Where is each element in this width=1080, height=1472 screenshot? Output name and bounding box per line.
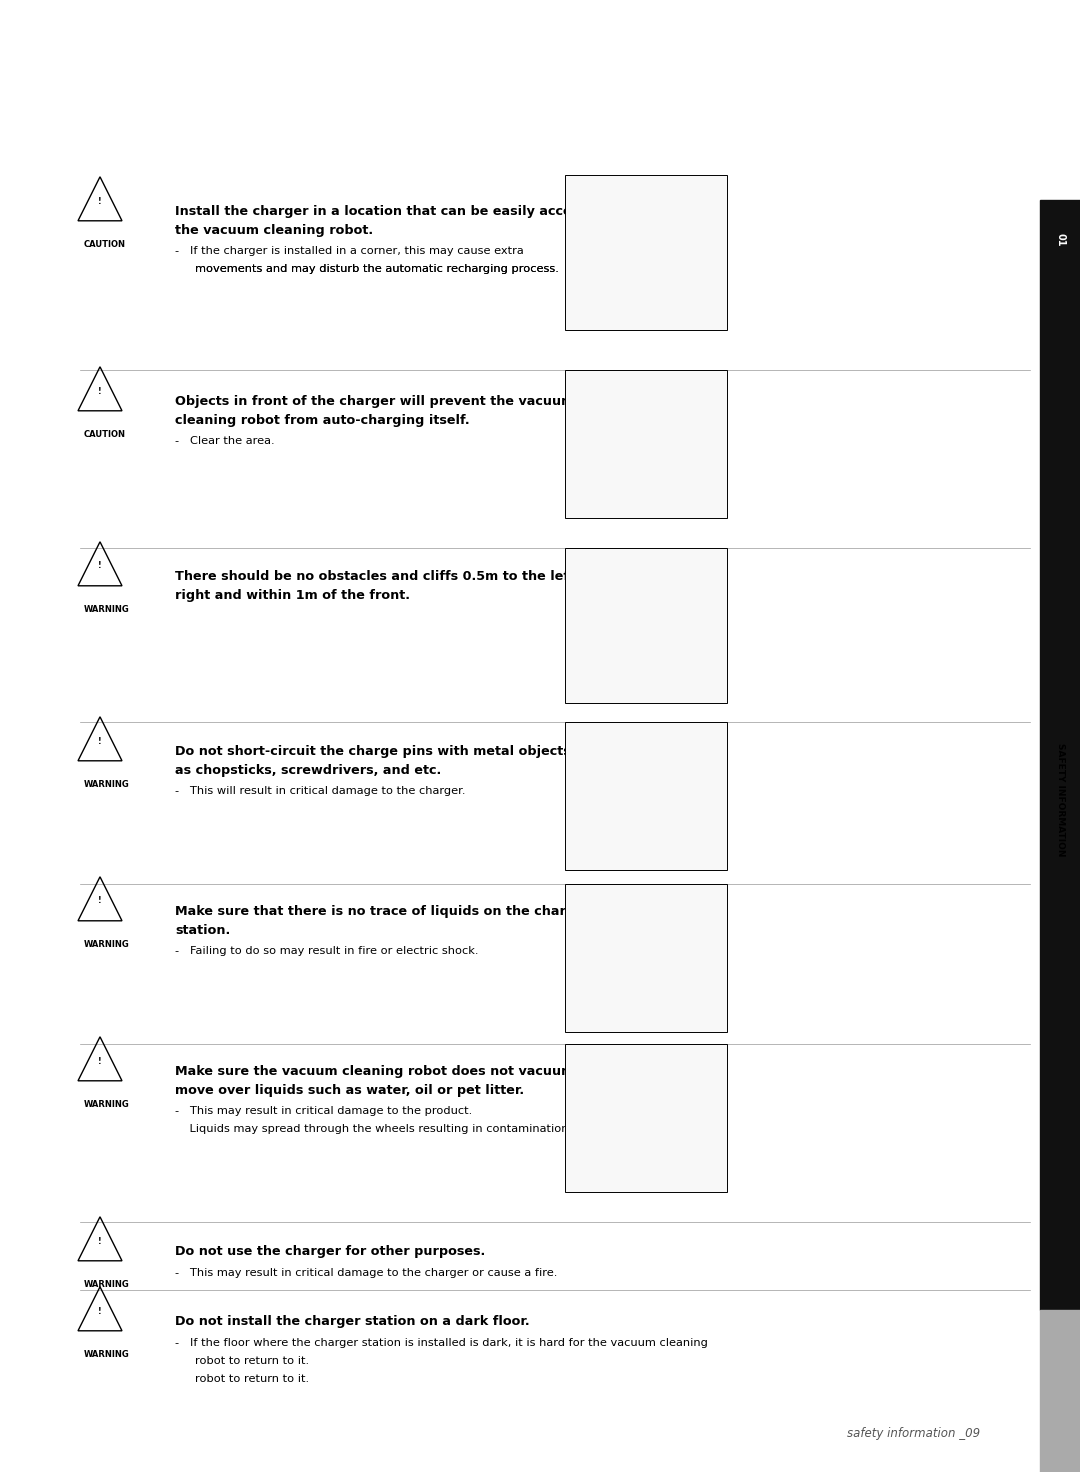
Text: robot to return to it.: robot to return to it. bbox=[195, 1356, 309, 1366]
Text: WARNING: WARNING bbox=[84, 1281, 130, 1289]
Text: cleaning robot from auto-charging itself.: cleaning robot from auto-charging itself… bbox=[175, 414, 470, 427]
Text: Do not short-circuit the charge pins with metal objects such: Do not short-circuit the charge pins wit… bbox=[175, 745, 608, 758]
Bar bbox=[565, 721, 727, 870]
Text: Make sure that there is no trace of liquids on the charger: Make sure that there is no trace of liqu… bbox=[175, 905, 590, 919]
Text: WARNING: WARNING bbox=[84, 941, 130, 949]
Text: Install the charger in a location that can be easily accessed by: Install the charger in a location that c… bbox=[175, 205, 626, 218]
Text: Do not install the charger station on a dark floor.: Do not install the charger station on a … bbox=[175, 1314, 529, 1328]
Text: SAFETY INFORMATION: SAFETY INFORMATION bbox=[1055, 743, 1065, 857]
Text: -   This may result in critical damage to the charger or cause a fire.: - This may result in critical damage to … bbox=[175, 1267, 557, 1278]
Text: WARNING: WARNING bbox=[84, 1350, 130, 1359]
Text: !: ! bbox=[98, 1236, 102, 1245]
Text: -   If the charger is installed in a corner, this may cause extra: - If the charger is installed in a corne… bbox=[175, 246, 524, 256]
Bar bbox=[1040, 200, 1080, 1310]
Text: Make sure the vacuum cleaning robot does not vacuum or: Make sure the vacuum cleaning robot does… bbox=[175, 1066, 594, 1078]
Text: Do not use the charger for other purposes.: Do not use the charger for other purpose… bbox=[175, 1245, 485, 1259]
Text: Objects in front of the charger will prevent the vacuum: Objects in front of the charger will pre… bbox=[175, 394, 575, 408]
Bar bbox=[565, 369, 727, 518]
Text: -   Failing to do so may result in fire or electric shock.: - Failing to do so may result in fire or… bbox=[175, 946, 478, 955]
Text: movements and may disturb the automatic recharging process.: movements and may disturb the automatic … bbox=[195, 263, 558, 274]
Text: !: ! bbox=[98, 896, 102, 905]
Text: -   This may result in critical damage to the product.: - This may result in critical damage to … bbox=[175, 1105, 472, 1116]
Text: There should be no obstacles and cliffs 0.5m to the left and: There should be no obstacles and cliffs … bbox=[175, 570, 607, 583]
Text: WARNING: WARNING bbox=[84, 1100, 130, 1108]
Text: 01: 01 bbox=[1055, 233, 1065, 247]
Text: right and within 1m of the front.: right and within 1m of the front. bbox=[175, 589, 410, 602]
Text: -   If the floor where the charger station is installed is dark, it is hard for : - If the floor where the charger station… bbox=[175, 1338, 707, 1348]
Bar bbox=[565, 548, 727, 704]
Text: robot to return to it.: robot to return to it. bbox=[195, 1373, 309, 1384]
Text: !: ! bbox=[98, 736, 102, 745]
Text: !: ! bbox=[98, 1307, 102, 1316]
Text: CAUTION: CAUTION bbox=[84, 240, 126, 249]
Bar bbox=[565, 175, 727, 330]
Text: station.: station. bbox=[175, 924, 230, 938]
Text: !: ! bbox=[98, 1057, 102, 1066]
Text: the vacuum cleaning robot.: the vacuum cleaning robot. bbox=[175, 224, 373, 237]
Text: -   Clear the area.: - Clear the area. bbox=[175, 436, 274, 446]
Text: WARNING: WARNING bbox=[84, 605, 130, 614]
Text: !: ! bbox=[98, 561, 102, 571]
Bar bbox=[565, 885, 727, 1032]
Bar bbox=[565, 1044, 727, 1192]
Text: safety information _09: safety information _09 bbox=[847, 1426, 980, 1440]
Text: WARNING: WARNING bbox=[84, 780, 130, 789]
Text: CAUTION: CAUTION bbox=[84, 430, 126, 439]
Bar bbox=[1040, 1310, 1080, 1472]
Text: movements and may disturb the automatic recharging process.: movements and may disturb the automatic … bbox=[195, 263, 558, 274]
Text: !: ! bbox=[98, 387, 102, 396]
Text: !: ! bbox=[98, 196, 102, 206]
Text: -   This will result in critical damage to the charger.: - This will result in critical damage to… bbox=[175, 786, 465, 796]
Text: move over liquids such as water, oil or pet litter.: move over liquids such as water, oil or … bbox=[175, 1083, 524, 1097]
Text: Liquids may spread through the wheels resulting in contamination.: Liquids may spread through the wheels re… bbox=[175, 1125, 572, 1133]
Text: as chopsticks, screwdrivers, and etc.: as chopsticks, screwdrivers, and etc. bbox=[175, 764, 442, 777]
